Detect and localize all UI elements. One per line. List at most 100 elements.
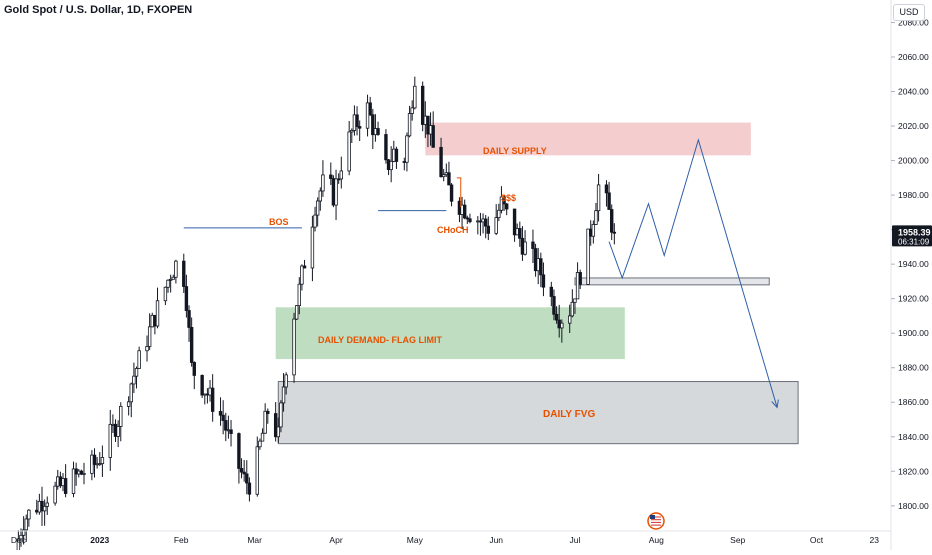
candle-body	[520, 237, 525, 255]
candle-body	[147, 326, 152, 347]
candle-body	[557, 319, 561, 329]
currency-selector[interactable]: USD	[893, 4, 925, 21]
candle-body	[242, 471, 246, 475]
candle-body	[407, 113, 412, 137]
candle-body	[384, 134, 388, 161]
candle-body	[255, 446, 259, 495]
candle-body	[465, 217, 470, 220]
candle-body	[591, 224, 596, 237]
candle-body	[392, 148, 396, 162]
candle-body	[573, 298, 577, 303]
bar-countdown: 06:31:09	[898, 237, 930, 246]
price-tick-label: 2020.00	[898, 121, 929, 131]
candle-body	[610, 209, 614, 233]
price-tick-label: 1820.00	[898, 466, 929, 476]
price-tick-label: 2000.00	[898, 156, 929, 166]
last-price-value: 1958.39	[898, 227, 931, 237]
time-tick-label: Sep	[730, 535, 745, 545]
price-tick-label: 1840.00	[898, 432, 929, 442]
candle-body	[21, 529, 26, 536]
candle-body	[504, 203, 509, 210]
candle-body	[575, 272, 580, 300]
projection-arrowhead	[771, 399, 779, 409]
candle-body	[224, 420, 228, 431]
candle-body	[258, 440, 262, 448]
candle-body	[294, 305, 299, 320]
candle-body	[596, 184, 601, 212]
candle-body	[376, 128, 380, 135]
candle-body	[336, 178, 341, 181]
candle-body	[389, 160, 393, 171]
candle-body	[218, 411, 223, 416]
candle-body	[247, 482, 252, 495]
us-flag-icon	[647, 512, 665, 530]
candle-body	[239, 468, 244, 473]
price-tick-label: 1940.00	[898, 259, 929, 269]
candle-body	[166, 279, 170, 288]
candle-body	[163, 286, 168, 302]
candle-body	[329, 174, 333, 179]
candle-body	[19, 534, 23, 540]
candle-body	[423, 115, 428, 125]
candle-body	[604, 184, 609, 194]
candle-body	[184, 286, 189, 311]
candle-body	[24, 518, 28, 531]
candle-body	[95, 463, 99, 466]
candle-body	[16, 538, 21, 555]
supply-zone	[425, 122, 751, 156]
candle-body	[350, 130, 354, 133]
candle-body	[410, 107, 414, 114]
choch-label: CHoCH	[437, 225, 469, 235]
candle-body	[266, 410, 270, 414]
supply-label: DAILY SUPPLY	[483, 146, 547, 156]
candle-body	[405, 135, 409, 163]
candle-body	[137, 350, 141, 369]
candle-body	[171, 276, 175, 280]
candle-body	[126, 401, 131, 407]
candle-body	[134, 368, 139, 377]
candle-body	[35, 509, 39, 513]
candle-body	[371, 114, 375, 136]
price-tick-label: 1980.00	[898, 190, 929, 200]
candle-body	[77, 470, 81, 475]
candle-body	[365, 102, 370, 129]
last-price-tag	[892, 225, 932, 247]
candle-body	[447, 172, 451, 186]
candle-body	[570, 301, 575, 317]
candle-body	[61, 478, 65, 487]
candle-body	[402, 161, 407, 163]
demand-label: DAILY DEMAND- FLAG LIMIT	[318, 335, 442, 345]
candle-body	[37, 500, 42, 513]
candle-body	[568, 315, 572, 324]
candle-body	[539, 258, 543, 276]
candle-body	[347, 131, 351, 172]
candle-body	[42, 505, 47, 512]
liquidity-label: $$$	[501, 193, 516, 203]
price-tick-label: 2060.00	[898, 52, 929, 62]
candle-body	[481, 218, 485, 223]
candle-body	[612, 231, 617, 234]
candle-body	[334, 178, 338, 206]
candle-body	[174, 260, 178, 278]
candle-body	[279, 402, 283, 428]
candle-body	[420, 85, 425, 125]
candle-body	[53, 485, 57, 504]
candle-body	[386, 159, 391, 171]
us-flag-icon-canton	[650, 515, 655, 519]
candle-body	[515, 228, 519, 236]
candle-body	[449, 184, 454, 202]
time-tick-label: Mar	[247, 535, 262, 545]
candle-body	[494, 217, 498, 234]
candle-body	[208, 387, 212, 396]
candle-body	[187, 310, 191, 328]
price-tick-label: 2040.00	[898, 86, 929, 96]
price-tick-label: 1880.00	[898, 363, 929, 373]
candle-body	[441, 174, 446, 178]
candle-body	[260, 432, 265, 442]
candle-body	[129, 383, 133, 403]
candle-body	[439, 146, 443, 178]
candle-body	[578, 272, 582, 285]
price-tick-label: 1900.00	[898, 328, 929, 338]
